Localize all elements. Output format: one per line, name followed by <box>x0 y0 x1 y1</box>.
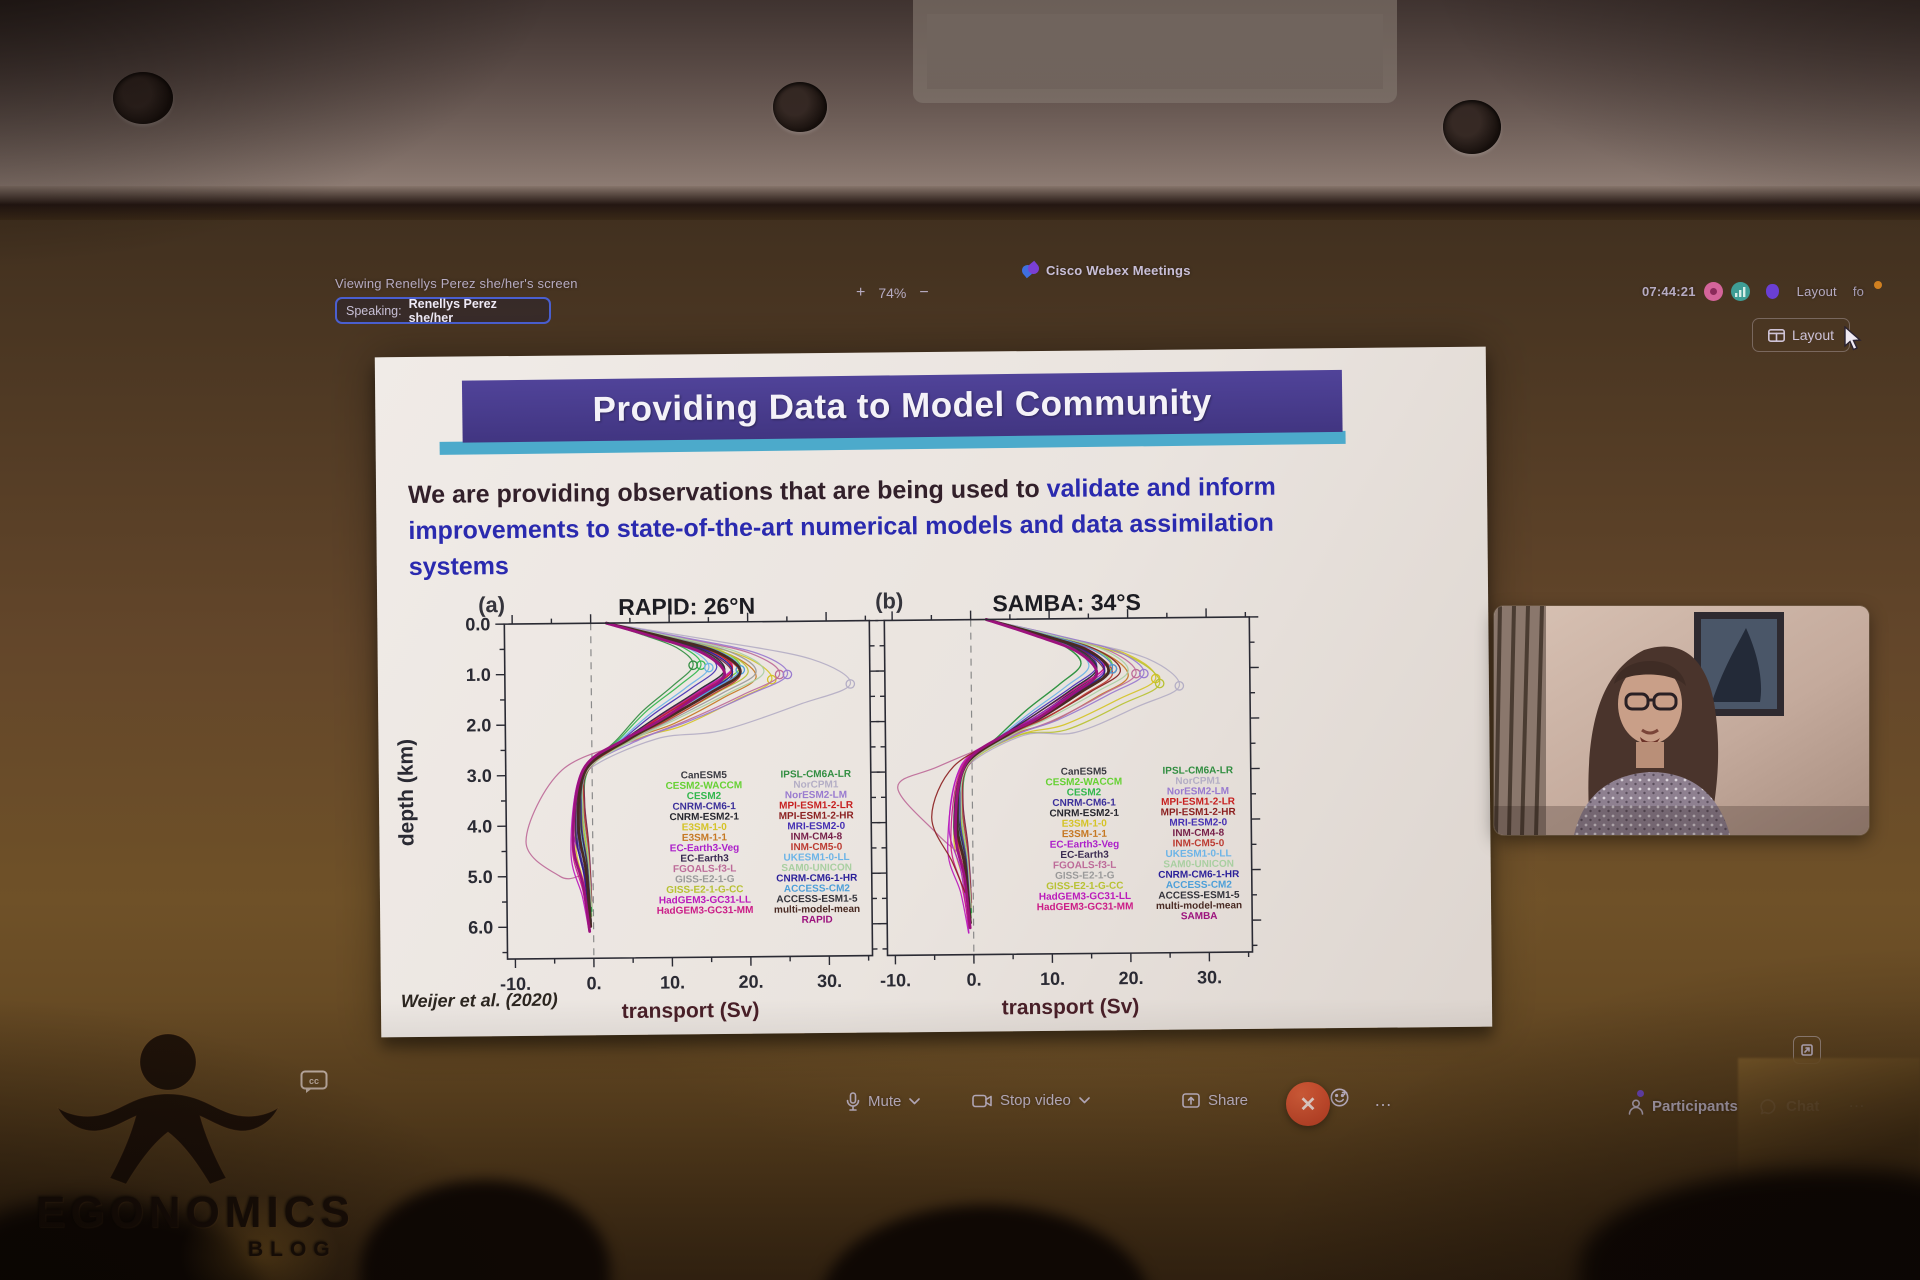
microphone-icon <box>846 1092 860 1111</box>
audience-head-silhouette <box>820 1205 1150 1280</box>
watermark-subtext: BLOG <box>248 1238 337 1261</box>
record-indicator-icon[interactable] <box>1703 282 1723 301</box>
connection-stats-icon[interactable] <box>1730 282 1750 301</box>
svg-text:transport (Sv): transport (Sv) <box>622 999 760 1023</box>
notification-dot <box>1874 280 1883 289</box>
participants-label: Participants <box>1652 1098 1738 1115</box>
layout-menu-label[interactable]: Layout <box>1796 284 1837 299</box>
mute-button[interactable]: Mute <box>846 1092 921 1111</box>
stop-video-label: Stop video <box>1000 1092 1071 1109</box>
participants-icon <box>1628 1098 1644 1115</box>
reactions-button[interactable] <box>1330 1088 1349 1107</box>
layout-grid-icon <box>1767 328 1785 342</box>
svg-text:0.: 0. <box>587 973 602 993</box>
webex-logo-icon <box>1019 260 1042 279</box>
slide-title: Providing Data to Model Community <box>592 382 1213 430</box>
svg-text:transport (Sv): transport (Sv) <box>1002 995 1140 1019</box>
svg-text:SAMBA: 34°S: SAMBA: 34°S <box>992 589 1141 616</box>
legend-item: SAMBA <box>1181 911 1218 922</box>
chevron-down-icon[interactable] <box>1079 1097 1090 1104</box>
speaker-name: Renellys Perez she/her <box>408 296 497 325</box>
slide-paragraph: We are providing observations that are b… <box>408 468 1374 585</box>
ceiling-speaker-panel <box>913 0 1397 103</box>
more-label: … <box>1374 1090 1393 1110</box>
citation: Weijer et al. (2020) <box>400 989 558 1012</box>
chart-panel: (a) RAPID: 26°N-10. 0. 10. 20. 30.0.01.02.03.… <box>394 592 882 1023</box>
webex-brand: Cisco Webex Meetings <box>1019 260 1191 279</box>
end-meeting-button[interactable]: ✕ <box>1286 1082 1330 1126</box>
slide-paragraph-plain: We are providing observations that are b… <box>407 474 1047 510</box>
viewing-screen-label: Viewing Renellys Perez she/her's screen <box>335 276 578 291</box>
svg-text:4.0: 4.0 <box>467 816 492 836</box>
stop-video-button[interactable]: Stop video <box>972 1092 1090 1109</box>
active-speaker-pill: Speaking: Renellys Perez she/her <box>335 296 551 325</box>
watermark-text: EGONOMICS <box>36 1188 355 1237</box>
legend-item: HadGEM3-GC31-MM <box>657 905 754 917</box>
svg-text:20.: 20. <box>738 972 763 992</box>
svg-text:RAPID: 26°N: RAPID: 26°N <box>618 593 755 620</box>
participants-notification-dot <box>1637 1090 1644 1097</box>
zoom-out-button[interactable]: − <box>919 284 929 301</box>
chart-panel: (b) SAMBA: 34°S -10. 0. 10. 20. 30. transport (… <box>875 588 1262 1019</box>
participants-button[interactable]: Participants <box>1628 1090 1738 1115</box>
chevron-down-icon[interactable] <box>909 1098 921 1105</box>
ceiling-cove-shadow <box>0 186 1920 220</box>
layout-button-label: Layout <box>1791 327 1835 343</box>
share-button[interactable]: Share <box>1182 1092 1248 1109</box>
shared-screen-slide: Providing Data to Model Community We are… <box>374 346 1493 1038</box>
svg-text:-10.: -10. <box>880 970 911 990</box>
audience-silhouette <box>1580 1170 1920 1280</box>
recessed-light <box>1443 100 1501 154</box>
clipped-info-label: fo <box>1852 284 1865 299</box>
smiley-icon <box>1330 1088 1349 1107</box>
meeting-clock: 07:44:21 <box>1642 284 1696 299</box>
close-icon: ✕ <box>1299 1093 1317 1116</box>
title-banner: Providing Data to Model Community <box>461 369 1343 443</box>
security-shield-icon[interactable] <box>1765 284 1779 299</box>
svg-text:10.: 10. <box>660 972 685 992</box>
svg-text:(b): (b) <box>875 588 903 613</box>
svg-text:20.: 20. <box>1118 968 1143 988</box>
more-options-button[interactable]: … <box>1374 1090 1393 1111</box>
model-transport-charts: (a) RAPID: 26°N-10. 0. 10. 20. 30.0.01.02.03.… <box>394 588 1262 1023</box>
zoom-level: 74% <box>878 285 907 301</box>
svg-text:30.: 30. <box>817 971 842 991</box>
svg-text:10.: 10. <box>1040 969 1065 989</box>
window-blinds <box>1494 606 1546 835</box>
model-curve <box>525 622 781 880</box>
svg-text:0.: 0. <box>967 970 982 990</box>
speaker-video-tile[interactable] <box>1494 606 1869 835</box>
svg-text:3.0: 3.0 <box>467 766 492 786</box>
recessed-light <box>113 72 173 124</box>
recessed-light <box>773 82 827 132</box>
speaker-video-frame <box>1494 606 1869 835</box>
svg-text:2.0: 2.0 <box>466 715 491 735</box>
svg-text:1.0: 1.0 <box>466 665 491 685</box>
svg-text:5.0: 5.0 <box>468 867 493 887</box>
svg-text:0.0: 0.0 <box>465 614 490 634</box>
svg-text:6.0: 6.0 <box>468 917 493 937</box>
layout-button[interactable]: Layout <box>1752 318 1850 352</box>
share-screen-icon <box>1182 1093 1200 1108</box>
legend-item: RAPID <box>802 915 833 926</box>
share-label: Share <box>1208 1092 1249 1109</box>
top-right-statusbar: 07:44:21 Layout fo <box>1642 280 1883 301</box>
zoom-in-button[interactable]: + <box>856 284 866 301</box>
speaking-label: Speaking: <box>346 303 402 318</box>
svg-text:depth (km): depth (km) <box>394 739 418 847</box>
svg-text:30.: 30. <box>1197 967 1222 987</box>
legend-item: HadGEM3-GC31-MM <box>1037 901 1134 913</box>
audience-head-silhouette <box>360 1180 610 1280</box>
mute-label: Mute <box>868 1093 902 1110</box>
zoom-control: + 74% − <box>856 284 929 302</box>
camera-icon <box>972 1094 992 1107</box>
app-title: Cisco Webex Meetings <box>1046 263 1191 278</box>
